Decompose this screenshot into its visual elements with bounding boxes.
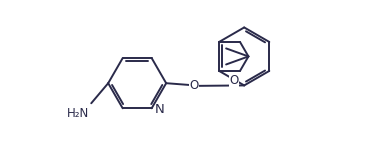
- Text: N: N: [155, 103, 164, 116]
- Text: O: O: [229, 74, 238, 87]
- Text: O: O: [189, 79, 198, 92]
- Text: H₂N: H₂N: [67, 107, 89, 120]
